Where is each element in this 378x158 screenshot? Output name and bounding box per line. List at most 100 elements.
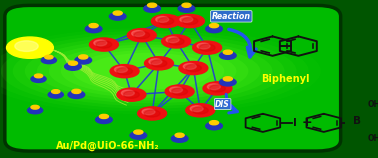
Text: OH: OH	[368, 100, 378, 109]
Circle shape	[182, 17, 198, 25]
Circle shape	[117, 88, 146, 101]
Circle shape	[175, 15, 204, 28]
Ellipse shape	[73, 50, 225, 92]
Circle shape	[144, 110, 160, 117]
Circle shape	[206, 122, 222, 130]
Text: OH: OH	[368, 134, 378, 143]
Circle shape	[156, 16, 169, 22]
Ellipse shape	[37, 42, 260, 100]
Circle shape	[75, 56, 91, 64]
Text: +: +	[302, 116, 312, 129]
Ellipse shape	[0, 31, 309, 112]
Circle shape	[28, 107, 43, 114]
Circle shape	[94, 40, 107, 46]
Circle shape	[124, 91, 139, 98]
Circle shape	[158, 17, 174, 25]
Circle shape	[165, 85, 194, 98]
Circle shape	[79, 55, 88, 59]
Circle shape	[134, 32, 150, 39]
Circle shape	[138, 107, 167, 120]
Circle shape	[190, 106, 203, 112]
Circle shape	[147, 3, 156, 7]
Circle shape	[85, 25, 102, 33]
Circle shape	[220, 78, 236, 86]
Circle shape	[193, 41, 222, 54]
Circle shape	[89, 24, 98, 28]
Circle shape	[175, 133, 184, 137]
Circle shape	[68, 91, 85, 98]
Circle shape	[168, 38, 184, 45]
Circle shape	[115, 67, 127, 73]
Circle shape	[134, 130, 143, 134]
Circle shape	[186, 64, 201, 72]
Circle shape	[199, 44, 215, 51]
FancyArrowPatch shape	[229, 29, 256, 57]
Circle shape	[130, 132, 147, 139]
Circle shape	[31, 105, 39, 109]
Circle shape	[45, 55, 53, 59]
Circle shape	[96, 41, 112, 48]
Text: Biphenyl: Biphenyl	[261, 74, 310, 84]
Ellipse shape	[13, 36, 285, 106]
Circle shape	[99, 114, 108, 118]
Circle shape	[192, 107, 208, 114]
Circle shape	[209, 85, 225, 92]
Circle shape	[183, 63, 196, 69]
Ellipse shape	[85, 53, 212, 90]
Circle shape	[52, 90, 60, 93]
Circle shape	[34, 74, 43, 78]
Circle shape	[15, 41, 38, 52]
Circle shape	[206, 25, 222, 33]
Circle shape	[179, 61, 208, 75]
Text: DIS: DIS	[215, 100, 230, 109]
Circle shape	[48, 91, 64, 98]
Text: Au/Pd@UiO-66-NH₂: Au/Pd@UiO-66-NH₂	[56, 141, 159, 152]
FancyArrowPatch shape	[226, 94, 237, 113]
Circle shape	[142, 109, 155, 115]
Circle shape	[223, 50, 232, 54]
Ellipse shape	[1, 34, 297, 109]
Circle shape	[208, 84, 220, 90]
Circle shape	[117, 68, 133, 75]
Circle shape	[96, 116, 112, 124]
Circle shape	[90, 38, 118, 51]
Circle shape	[171, 135, 188, 142]
Circle shape	[186, 104, 215, 117]
Circle shape	[144, 57, 174, 70]
Circle shape	[223, 77, 232, 81]
FancyBboxPatch shape	[5, 5, 341, 151]
Text: I: I	[293, 118, 297, 128]
Circle shape	[72, 89, 81, 93]
Circle shape	[166, 37, 179, 43]
Circle shape	[182, 3, 191, 7]
Circle shape	[121, 90, 134, 96]
Circle shape	[162, 35, 191, 48]
Circle shape	[6, 37, 53, 58]
Circle shape	[65, 63, 81, 70]
Circle shape	[132, 30, 145, 36]
Circle shape	[209, 24, 218, 28]
Circle shape	[149, 59, 162, 65]
Circle shape	[151, 60, 167, 67]
Circle shape	[209, 121, 218, 125]
Circle shape	[113, 11, 122, 15]
Circle shape	[127, 29, 156, 42]
Circle shape	[144, 5, 160, 12]
Circle shape	[31, 76, 46, 82]
Circle shape	[180, 16, 193, 22]
Circle shape	[41, 57, 56, 64]
Text: Reaction: Reaction	[212, 12, 251, 21]
Circle shape	[220, 52, 236, 59]
Circle shape	[68, 61, 77, 65]
Circle shape	[169, 87, 183, 93]
Circle shape	[109, 13, 126, 20]
Circle shape	[110, 65, 139, 78]
Ellipse shape	[49, 45, 248, 98]
Circle shape	[203, 82, 232, 95]
Circle shape	[178, 5, 195, 12]
Circle shape	[152, 15, 180, 28]
Circle shape	[172, 88, 187, 95]
Ellipse shape	[61, 47, 236, 95]
Ellipse shape	[25, 39, 273, 103]
Circle shape	[197, 43, 210, 49]
